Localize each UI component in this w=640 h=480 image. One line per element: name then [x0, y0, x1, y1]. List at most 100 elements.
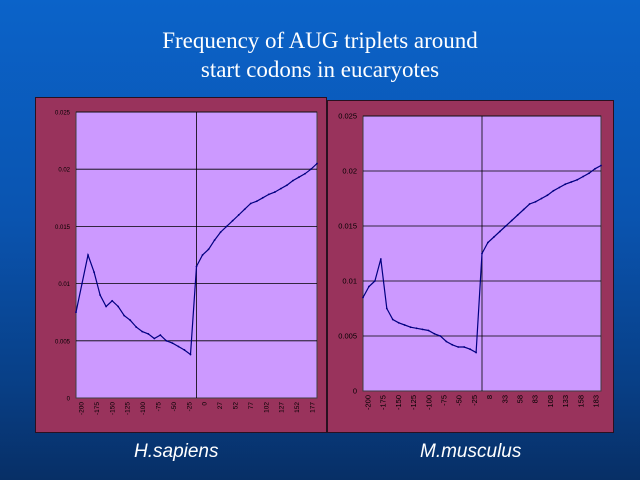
- data-point: [600, 164, 602, 167]
- data-point: [445, 340, 448, 343]
- data-point: [362, 296, 364, 299]
- x-tick-label: 83: [531, 395, 540, 403]
- data-point: [368, 285, 370, 288]
- x-tick-label: 33: [500, 395, 509, 403]
- data-point: [105, 305, 108, 308]
- data-point: [522, 208, 525, 211]
- chart-m-musculus: 0 0.005 0.01 0.015 0.02 0.025 -200 -175 -150 -125…: [338, 112, 602, 410]
- data-point: [292, 179, 294, 182]
- y-tick-label: 0.015: [338, 222, 357, 231]
- data-point: [439, 335, 442, 337]
- data-point: [249, 202, 252, 205]
- data-point: [298, 176, 300, 179]
- x-tick-label: 152: [294, 402, 301, 413]
- data-point: [195, 265, 198, 268]
- data-point: [273, 191, 276, 193]
- slide-title-line2: start codons in eucaryotes: [200, 57, 440, 82]
- caption-m-musculus: M.musculus: [420, 441, 522, 462]
- data-point: [498, 230, 501, 233]
- data-point: [129, 319, 132, 322]
- y-tick-label: 0: [67, 397, 71, 403]
- x-tick-label: 77: [248, 402, 255, 410]
- data-point: [111, 299, 114, 302]
- x-tick-label: -100: [140, 402, 147, 415]
- y-tick-label: 0.025: [338, 112, 357, 121]
- x-tick-label: -125: [125, 402, 132, 415]
- x-tick-label: -150: [394, 395, 403, 410]
- data-point: [463, 346, 466, 348]
- data-point: [374, 280, 376, 282]
- x-tick-label: -100: [424, 395, 433, 410]
- x-tick-label: -25: [470, 395, 479, 406]
- data-point: [493, 236, 495, 238]
- chart-panel-h-sapiens: 0 0.005 0.01 0.015 0.02 0.025 -200 -175 -150 -125…: [35, 97, 327, 433]
- data-point: [159, 334, 162, 336]
- data-point: [534, 200, 537, 203]
- data-point: [576, 178, 579, 181]
- data-point: [546, 194, 549, 197]
- data-point: [99, 294, 101, 296]
- data-point: [487, 241, 489, 244]
- data-point: [409, 326, 412, 329]
- data-point: [304, 172, 306, 175]
- chart-h-sapiens: 0 0.005 0.01 0.015 0.02 0.025 -200 -175 -150 -125…: [55, 111, 318, 415]
- data-point: [219, 231, 222, 234]
- data-point: [588, 172, 590, 175]
- data-point: [87, 254, 89, 256]
- data-point: [153, 337, 156, 340]
- data-point: [81, 282, 83, 285]
- data-point: [171, 342, 174, 344]
- data-point: [552, 189, 555, 192]
- data-point: [267, 193, 270, 196]
- data-point: [310, 168, 312, 171]
- x-tick-label: -175: [94, 402, 101, 415]
- x-tick-label: 58: [516, 395, 525, 403]
- data-point: [316, 162, 318, 165]
- data-point: [427, 329, 430, 332]
- data-point: [594, 167, 596, 170]
- data-point: [117, 305, 120, 308]
- data-point: [93, 271, 95, 274]
- x-tick-label: -175: [379, 395, 388, 410]
- x-tick-label: -200: [79, 402, 86, 415]
- data-point: [570, 181, 573, 183]
- data-point: [237, 214, 240, 216]
- data-point: [421, 328, 424, 331]
- data-point: [243, 208, 246, 211]
- data-point: [558, 186, 561, 189]
- y-tick-label: 0.01: [58, 282, 70, 288]
- x-tick-label: 0: [202, 402, 209, 406]
- data-point: [123, 314, 126, 317]
- data-point: [183, 349, 186, 351]
- data-point: [415, 327, 418, 330]
- data-point: [201, 254, 204, 256]
- x-tick-label: 158: [576, 395, 585, 408]
- x-tick-label: -50: [455, 395, 464, 406]
- y-tick-label: 0.02: [58, 168, 70, 174]
- x-tick-label: -75: [156, 402, 163, 412]
- x-tick-label: -200: [364, 395, 373, 410]
- data-point: [516, 214, 519, 216]
- x-tick-label: -150: [109, 402, 116, 415]
- data-point: [135, 326, 138, 328]
- y-tick-label: 0: [353, 387, 357, 396]
- y-tick-label: 0.005: [55, 339, 71, 345]
- data-point: [75, 311, 77, 314]
- data-point: [189, 353, 192, 356]
- data-point: [213, 239, 216, 242]
- y-tick-label: 0.015: [55, 225, 71, 231]
- data-point: [540, 197, 543, 200]
- data-point: [147, 333, 150, 335]
- data-point: [385, 307, 388, 310]
- x-tick-label: 108: [546, 395, 555, 408]
- data-point: [457, 346, 460, 348]
- x-tick-label: 177: [310, 402, 317, 413]
- data-point: [391, 318, 394, 321]
- data-point: [231, 219, 234, 222]
- data-point: [261, 196, 264, 199]
- data-point: [225, 225, 228, 228]
- data-point: [397, 321, 400, 324]
- y-tick-label: 0.005: [338, 332, 357, 341]
- data-point: [403, 324, 406, 326]
- data-point: [141, 330, 144, 333]
